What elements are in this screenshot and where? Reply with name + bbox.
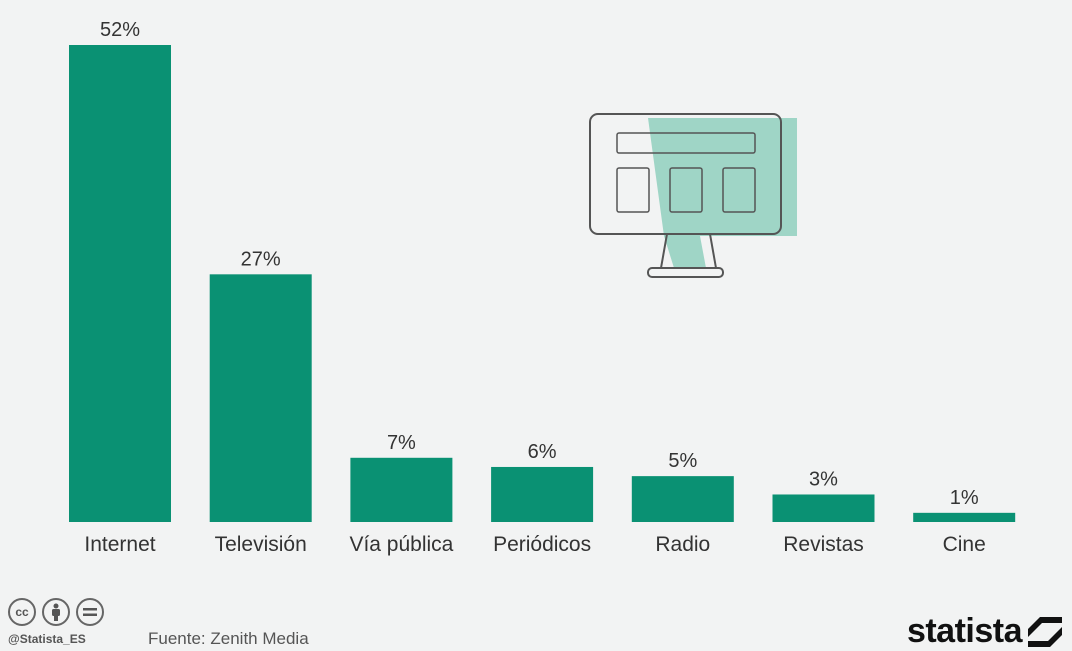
- statista-logo-icon: [1028, 616, 1062, 647]
- category-label: Internet: [84, 533, 155, 556]
- brand-name: statista: [906, 612, 1023, 650]
- bar-vía-pública: [350, 457, 453, 522]
- brand-logo[interactable]: statista: [907, 612, 1062, 651]
- category-label: Vía pública: [349, 533, 453, 556]
- value-label: 3%: [809, 468, 838, 490]
- value-label: 27%: [241, 248, 281, 270]
- license-footer: cc: [8, 598, 104, 626]
- value-label: 1%: [950, 487, 979, 509]
- bar-cine: [913, 512, 1016, 522]
- bar-periódicos: [491, 466, 594, 522]
- category-label: Periódicos: [493, 533, 591, 556]
- bar-chart: 52% Internet 27% Televisión 7% Vía pública 6% P…: [69, 19, 1016, 556]
- value-label: 7%: [387, 432, 416, 454]
- category-label: Revistas: [783, 533, 864, 556]
- social-handle[interactable]: @Statista_ES: [8, 632, 86, 646]
- attribution-icon: [42, 598, 70, 626]
- category-label: Radio: [655, 533, 710, 556]
- category-label: Cine: [943, 533, 986, 556]
- source-note: Fuente: Zenith Media: [148, 629, 309, 648]
- bars-group: 52% Internet 27% Televisión 7% Vía pública 6% P…: [69, 19, 1016, 556]
- bar-radio: [631, 476, 734, 522]
- no-derivatives-icon: [76, 598, 104, 626]
- bar-revistas: [772, 494, 875, 522]
- cc-icon: cc: [8, 598, 36, 626]
- monitor-illustration-icon: [589, 113, 797, 278]
- value-label: 5%: [668, 450, 697, 472]
- value-label: 6%: [528, 441, 557, 463]
- value-label: 52%: [100, 19, 140, 41]
- bar-internet: [69, 45, 171, 522]
- bar-televisión: [209, 274, 312, 522]
- category-label: Televisión: [215, 533, 307, 556]
